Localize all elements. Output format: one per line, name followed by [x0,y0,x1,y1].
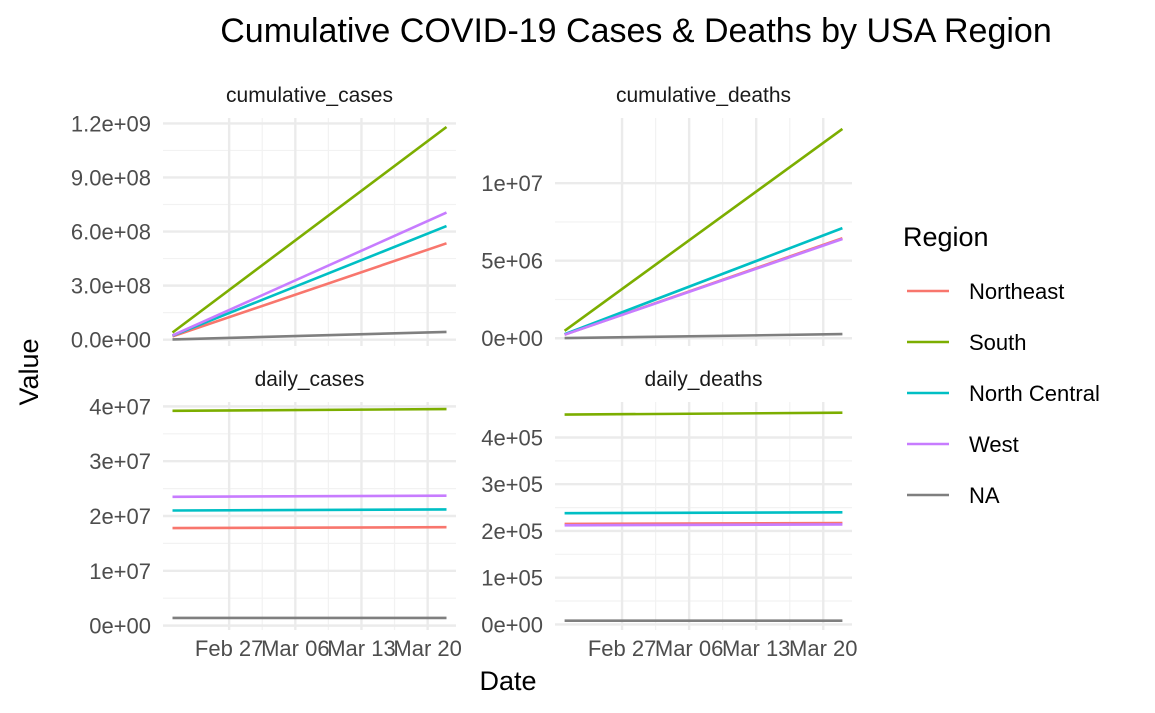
series-line-northeast [172,242,447,338]
series-line-west [172,494,447,499]
legend-label: South [969,330,1027,355]
y-tick-label: 1e+07 [89,559,151,584]
series-line-north-central [172,224,447,337]
legend-item-west: West [907,432,1019,457]
y-tick-label: 3e+07 [89,449,151,474]
series-line-west [564,523,843,527]
series-line-south [171,125,448,334]
legend-title: Region [903,222,989,252]
legend-items: Northeast South North Central West NA [907,279,1100,508]
chart-title: Cumulative COVID-19 Cases & Deaths by US… [220,12,1051,50]
legend-item-north-central: North Central [907,381,1100,406]
facet-strip-label: cumulative_cases [226,84,393,107]
series-line-na [172,330,447,341]
series-line-north-central [172,508,447,512]
y-tick-label: 2e+07 [89,504,151,529]
legend-label: North Central [969,381,1100,406]
series-line-northeast [564,521,843,526]
legend-item-na: NA [907,483,1000,508]
y-tick-label: 4e+07 [89,394,151,419]
y-tick-label: 6.0e+08 [71,220,151,245]
series-line-north-central [564,510,843,515]
x-tick-label: Mar 20 [393,636,461,661]
legend: Region Northeast South North Central West NA [903,222,1100,508]
y-tick-label: 9.0e+08 [71,165,151,190]
legend-label: NA [969,483,1000,508]
legend-item-northeast: Northeast [907,279,1064,304]
x-tick-label: Mar 06 [655,636,723,661]
x-tick-label: Mar 13 [722,636,790,661]
x-tick-label: Feb 27 [588,636,657,661]
y-tick-label: 3e+05 [481,472,543,497]
series-line-na [564,332,843,340]
legend-label: West [969,432,1019,457]
y-tick-label: 0e+00 [89,614,151,639]
facet-strip-label: daily_cases [255,368,365,391]
y-tick-label: 1e+07 [481,171,543,196]
x-tick-label: Mar 06 [261,636,329,661]
facet-daily-cases: daily_cases 0e+00 1e+07 2e+07 3e+07 4e+07 Feb … [89,368,462,661]
y-tick-label: 0.0e+00 [71,328,151,353]
facet-panels: cumulative_cases 0.0e+00 3.0e+08 6.0e+08 9.0… [71,84,858,661]
series-line-south [564,411,843,416]
x-axis-title: Date [479,666,536,696]
facet-strip-label: daily_deaths [645,368,763,391]
y-tick-label: 0e+00 [481,326,543,351]
series-line-northeast [172,525,447,530]
y-tick-label: 5e+06 [481,249,543,274]
y-tick-label: 1.2e+09 [71,111,151,136]
facet-daily-deaths: daily_deaths 0e+00 1e+05 2e+05 3e+05 4e+05 Feb… [481,368,857,661]
facet-cumulative-deaths: cumulative_deaths 0e+00 5e+06 1e+07 [481,84,852,351]
y-tick-label: 2e+05 [481,519,543,544]
y-tick-label: 3.0e+08 [71,274,151,299]
series-line-south [563,127,844,332]
series-line-west [564,237,843,336]
facet-strip-label: cumulative_deaths [616,84,791,107]
x-tick-label: Mar 20 [789,636,857,661]
legend-item-south: South [907,330,1027,355]
series-line-south [172,407,447,413]
y-tick-label: 4e+05 [481,426,543,451]
facet-cumulative-cases: cumulative_cases 0.0e+00 3.0e+08 6.0e+08 9.0… [71,84,456,353]
series-line-west [171,211,448,337]
y-tick-label: 1e+05 [481,566,543,591]
legend-label: Northeast [969,279,1064,304]
x-tick-label: Feb 27 [195,636,264,661]
y-tick-label: 0e+00 [481,612,543,637]
x-tick-label: Mar 13 [327,636,395,661]
y-axis-title: Value [14,338,44,405]
series-line-north-central [564,226,843,336]
